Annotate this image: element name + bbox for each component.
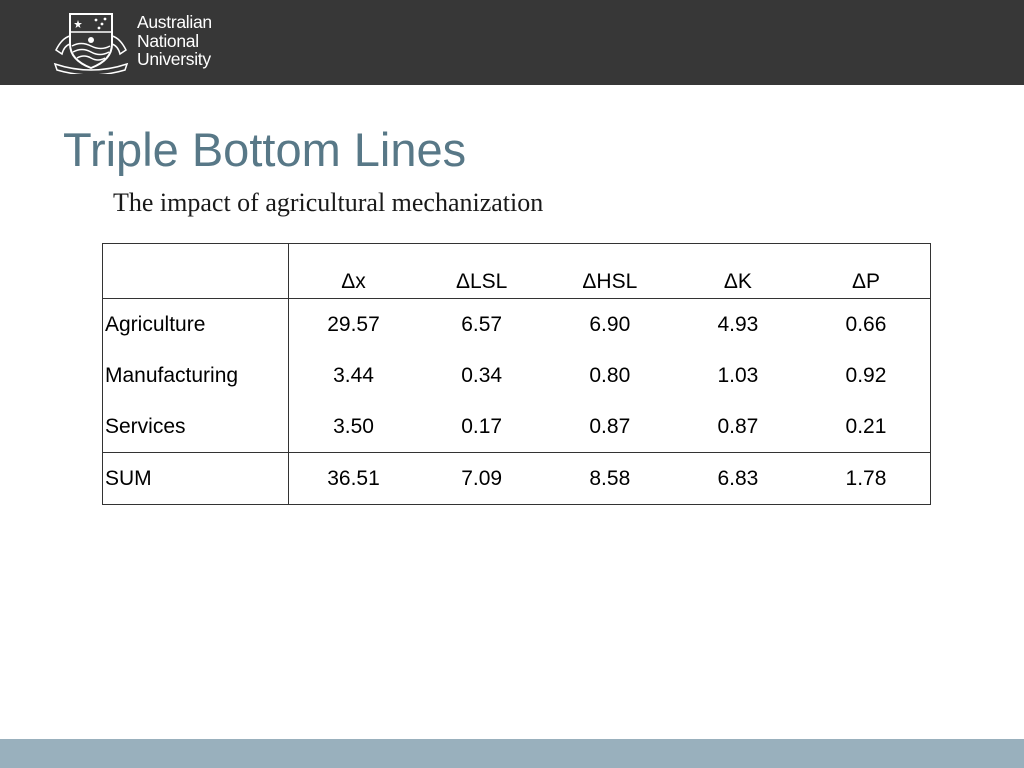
table-cell: 0.21 bbox=[845, 414, 887, 438]
column-header: ΔHSL bbox=[582, 270, 638, 293]
row-label: Services bbox=[102, 401, 290, 453]
table-header-row: Δx ΔLSL ΔHSL ΔK ΔP bbox=[102, 243, 931, 299]
row-label: SUM bbox=[102, 452, 290, 505]
wordmark-line: University bbox=[137, 49, 211, 69]
table-cell: 36.51 bbox=[288, 452, 418, 505]
table-cell: 0.34 bbox=[461, 363, 503, 387]
table-cell: 1.78 bbox=[801, 452, 931, 505]
table-row: Agriculture 29.57 6.57 6.90 4.93 0.66 bbox=[102, 298, 931, 350]
header-bar: Australian National University bbox=[0, 0, 1024, 85]
table-cell: 6.83 bbox=[673, 452, 802, 505]
table-cell: 8.58 bbox=[545, 452, 674, 505]
row-label: Agriculture bbox=[102, 298, 290, 350]
column-header: ΔP bbox=[851, 270, 880, 293]
column-header: ΔLSL bbox=[455, 270, 508, 293]
table-row: Manufacturing 3.44 0.34 0.80 1.03 0.92 bbox=[102, 350, 931, 401]
slide-subtitle: The impact of agricultural mechanization bbox=[113, 188, 544, 217]
table-cell: 6.57 bbox=[417, 298, 546, 350]
wordmark-line: Australian bbox=[137, 12, 212, 32]
table-cell: 0.66 bbox=[801, 298, 931, 350]
university-wordmark: Australian National University bbox=[137, 13, 212, 69]
column-header: Δx bbox=[341, 270, 366, 293]
table-cell: 3.50 bbox=[333, 414, 374, 438]
table-cell: 0.92 bbox=[845, 363, 887, 387]
column-header bbox=[102, 243, 290, 299]
table-cell: 0.87 bbox=[717, 414, 759, 438]
row-label: Manufacturing bbox=[102, 350, 290, 401]
table-cell: 29.57 bbox=[288, 298, 418, 350]
table-cell: 0.17 bbox=[461, 414, 503, 438]
slide-title: Triple Bottom Lines bbox=[63, 123, 467, 176]
anu-crest-icon bbox=[53, 13, 129, 74]
table-cell: 7.09 bbox=[417, 452, 546, 505]
table-cell: 1.03 bbox=[717, 363, 759, 387]
table-cell: 4.93 bbox=[673, 298, 802, 350]
table-row: Services 3.50 0.17 0.87 0.87 0.21 bbox=[102, 401, 931, 453]
table-total-row: SUM 36.51 7.09 8.58 6.83 1.78 bbox=[102, 452, 931, 505]
table-cell: 3.44 bbox=[333, 363, 374, 387]
column-header: ΔK bbox=[723, 270, 752, 293]
data-table: Δx ΔLSL ΔHSL ΔK ΔP Agriculture 29.57 6.5… bbox=[102, 243, 931, 505]
table-cell: 0.80 bbox=[589, 363, 631, 387]
table-cell: 0.87 bbox=[589, 414, 631, 438]
footer-bar bbox=[0, 739, 1024, 768]
wordmark-line: National bbox=[137, 30, 199, 51]
table-cell: 6.90 bbox=[545, 298, 674, 350]
